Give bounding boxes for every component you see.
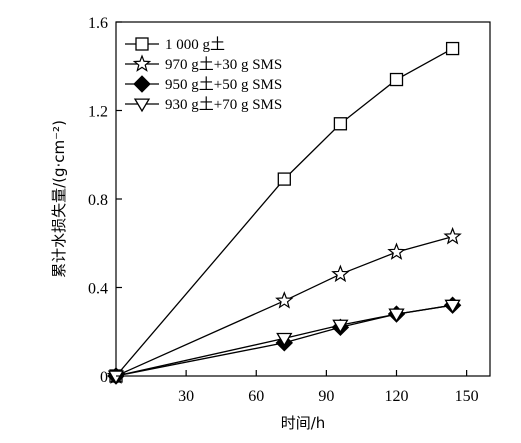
legend-entry-1: 1 000 g土 [125,36,225,53]
legend-marker [133,98,151,113]
x-tick-label: 60 [248,388,264,405]
y-tick-label: 0.8 [88,192,108,209]
series-1 [109,41,460,383]
legend-label: 970 g土+30 g SMS [165,56,282,73]
series-2-point [387,242,406,260]
series-1-point [277,172,291,186]
x-tick-label: 120 [385,388,409,405]
series-4-point [107,370,125,385]
series-2-point [331,264,350,283]
series-4-point [276,332,293,347]
legend-label: 950 g土+50 g SMS [165,76,282,93]
x-tick-label: 30 [178,388,194,405]
series-1-point [333,117,348,131]
y-tick-label: 0 [100,369,108,386]
plot-area [115,21,491,377]
x-tick-label: 90 [318,388,334,405]
y-tick-label: 1.6 [88,15,108,32]
series-1-point [445,41,460,56]
series-4-point [388,308,405,323]
series-4-point [332,319,349,334]
legend-entry-3: 950 g土+50 g SMS [125,75,282,93]
series-2-point [443,226,462,245]
x-tick-label: 150 [455,388,479,405]
legend-marker [133,75,151,93]
legend-label: 1 000 g土 [165,36,225,53]
series-4-point [444,299,461,314]
series-2-line [115,235,453,377]
series-4 [107,299,461,385]
legend-marker [135,37,149,51]
legend: 1 000 g土 970 g土+30 g SMS 950 g土+50 g SMS 93… [125,36,282,113]
series-2-point [275,291,294,309]
series-layer [106,41,462,385]
axes-layer: 30 60 90 120 150 0 0.4 0.8 1.2 1.6 [88,15,479,405]
y-tick-label: 0.4 [88,281,108,298]
legend-marker [132,54,152,72]
y-tick-label: 1.2 [88,104,108,121]
y-axis-title: 累计水损失量/(g·cm⁻²) [50,120,68,278]
series-1-point [389,72,404,87]
series-2 [106,226,462,384]
legend-entry-4: 930 g土+70 g SMS [125,96,282,113]
legend-label: 930 g土+70 g SMS [165,96,282,113]
plot-frame [115,21,491,377]
legend-entry-2: 970 g土+30 g SMS [125,54,282,73]
x-axis-title: 时间/h [281,414,326,432]
